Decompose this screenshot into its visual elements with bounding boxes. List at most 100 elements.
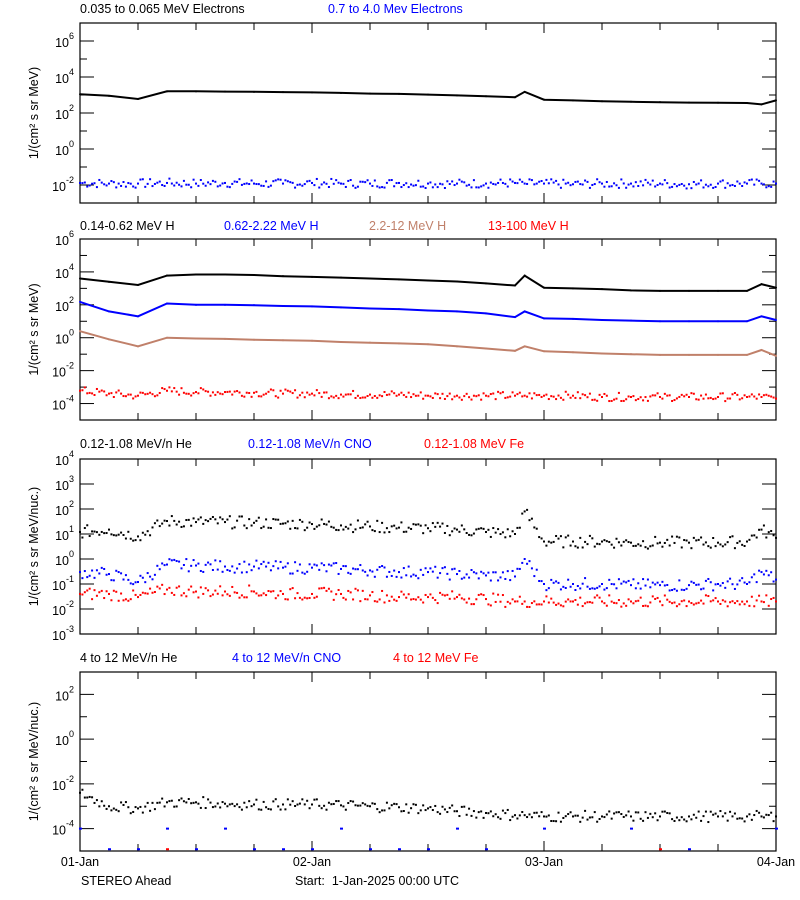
data-dot bbox=[139, 593, 142, 596]
data-dot bbox=[354, 396, 357, 399]
data-dot bbox=[296, 592, 299, 595]
series-4-to-12-mev-n-cno bbox=[79, 827, 778, 851]
data-dot bbox=[308, 179, 311, 182]
data-dot bbox=[260, 184, 263, 187]
data-dot bbox=[521, 811, 524, 814]
data-point bbox=[253, 273, 255, 276]
data-dot bbox=[349, 591, 352, 594]
data-point bbox=[398, 393, 400, 396]
data-point bbox=[282, 592, 284, 595]
data-dot bbox=[680, 546, 683, 549]
data-dot bbox=[115, 590, 118, 593]
data-dot bbox=[228, 515, 231, 518]
data-dot bbox=[228, 186, 231, 189]
data-dot bbox=[753, 814, 756, 817]
data-dot bbox=[214, 393, 217, 396]
data-dot bbox=[704, 810, 707, 813]
data-dot bbox=[103, 532, 106, 535]
data-dot bbox=[487, 812, 490, 815]
data-dot bbox=[451, 398, 454, 401]
data-dot bbox=[555, 603, 558, 606]
data-dot bbox=[330, 525, 333, 528]
data-dot bbox=[381, 521, 384, 524]
data-dot bbox=[153, 808, 156, 811]
data-dot bbox=[419, 524, 422, 527]
data-dot bbox=[528, 392, 531, 395]
data-dot bbox=[666, 394, 669, 397]
data-point bbox=[746, 182, 748, 185]
data-dot bbox=[192, 517, 195, 520]
data-dot bbox=[228, 803, 231, 806]
data-point bbox=[427, 279, 429, 282]
data-dot bbox=[221, 393, 224, 396]
data-dot bbox=[680, 588, 683, 591]
series-13-100-mev-h bbox=[79, 386, 777, 403]
data-dot bbox=[593, 811, 596, 814]
data-dot bbox=[596, 820, 599, 823]
data-dot bbox=[639, 587, 642, 590]
data-dot bbox=[668, 589, 671, 592]
data-dot bbox=[721, 392, 724, 395]
data-point bbox=[746, 395, 748, 398]
data-dot bbox=[417, 577, 420, 580]
data-dot bbox=[115, 808, 118, 811]
data-dot bbox=[726, 819, 729, 822]
data-dot bbox=[680, 393, 683, 396]
data-point bbox=[427, 394, 429, 397]
data-dot bbox=[634, 399, 637, 402]
data-dot bbox=[105, 394, 108, 397]
data-dot bbox=[704, 594, 707, 597]
data-dot bbox=[378, 186, 381, 189]
data-dot bbox=[412, 393, 415, 396]
data-dot bbox=[707, 545, 710, 548]
data-point bbox=[514, 600, 516, 603]
data-point bbox=[630, 319, 632, 322]
data-dot bbox=[245, 806, 248, 809]
data-dot bbox=[736, 541, 739, 544]
data-dot bbox=[613, 812, 616, 815]
data-point bbox=[485, 95, 487, 98]
data-point bbox=[253, 304, 255, 307]
data-dot bbox=[337, 397, 340, 400]
data-dot bbox=[714, 597, 717, 600]
data-dot bbox=[163, 593, 166, 596]
data-point bbox=[659, 815, 661, 818]
data-dot bbox=[683, 818, 686, 821]
data-dot bbox=[400, 391, 403, 394]
series-line bbox=[79, 300, 777, 323]
data-dot bbox=[605, 587, 608, 590]
data-dot bbox=[207, 589, 210, 592]
data-dot bbox=[410, 807, 413, 810]
data-dot bbox=[709, 581, 712, 584]
data-dot bbox=[199, 387, 202, 390]
data-dot bbox=[323, 586, 326, 589]
data-point bbox=[108, 310, 110, 313]
data-dot bbox=[562, 398, 565, 401]
data-dot bbox=[446, 811, 449, 814]
data-dot bbox=[95, 387, 98, 390]
data-point bbox=[717, 353, 719, 356]
data-dot bbox=[540, 811, 543, 814]
data-dot bbox=[308, 596, 311, 599]
data-point bbox=[572, 394, 574, 397]
data-point bbox=[137, 581, 139, 584]
data-dot bbox=[95, 799, 98, 802]
data-dot bbox=[414, 574, 417, 577]
data-point bbox=[224, 827, 227, 830]
data-dot bbox=[591, 601, 594, 604]
data-point bbox=[340, 592, 342, 595]
data-point bbox=[166, 563, 168, 566]
data-dot bbox=[613, 601, 616, 604]
data-dot bbox=[410, 396, 413, 399]
data-dot bbox=[240, 394, 243, 397]
data-dot bbox=[501, 391, 504, 394]
data-dot bbox=[359, 804, 362, 807]
data-dot bbox=[185, 519, 188, 522]
data-point bbox=[543, 540, 545, 543]
data-dot bbox=[567, 578, 570, 581]
data-point bbox=[514, 96, 516, 99]
data-dot bbox=[204, 807, 207, 810]
y-tick-label: 102 bbox=[55, 684, 74, 703]
data-dot bbox=[518, 178, 521, 181]
data-point bbox=[398, 342, 400, 345]
